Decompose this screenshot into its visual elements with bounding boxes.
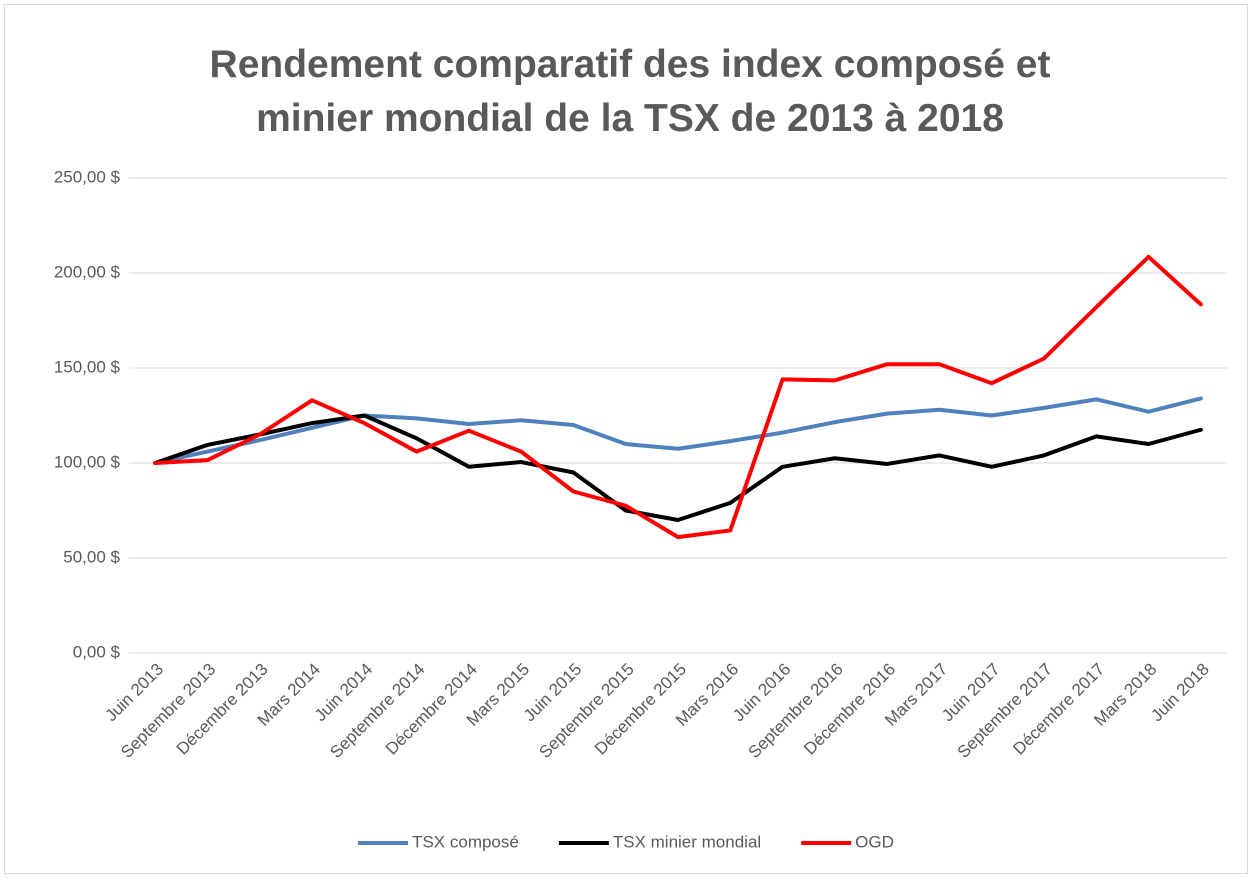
y-tick-label: 250,00 $ [54, 167, 121, 186]
y-tick-label: 0,00 $ [73, 642, 121, 661]
y-tick-label: 200,00 $ [54, 262, 121, 281]
legend-label: TSX composé [412, 832, 519, 851]
y-tick-label: 150,00 $ [54, 357, 121, 376]
chart-frame [4, 4, 1248, 874]
chart-title: Rendement comparatif des index composé e… [209, 43, 1051, 140]
y-tick-label: 100,00 $ [54, 452, 121, 471]
legend-label: OGD [855, 832, 894, 851]
y-tick-label: 50,00 $ [63, 547, 120, 566]
legend-label: TSX minier mondial [613, 832, 761, 851]
series-line [153, 396, 1203, 465]
series-line [153, 254, 1203, 540]
series-line [153, 413, 1203, 522]
